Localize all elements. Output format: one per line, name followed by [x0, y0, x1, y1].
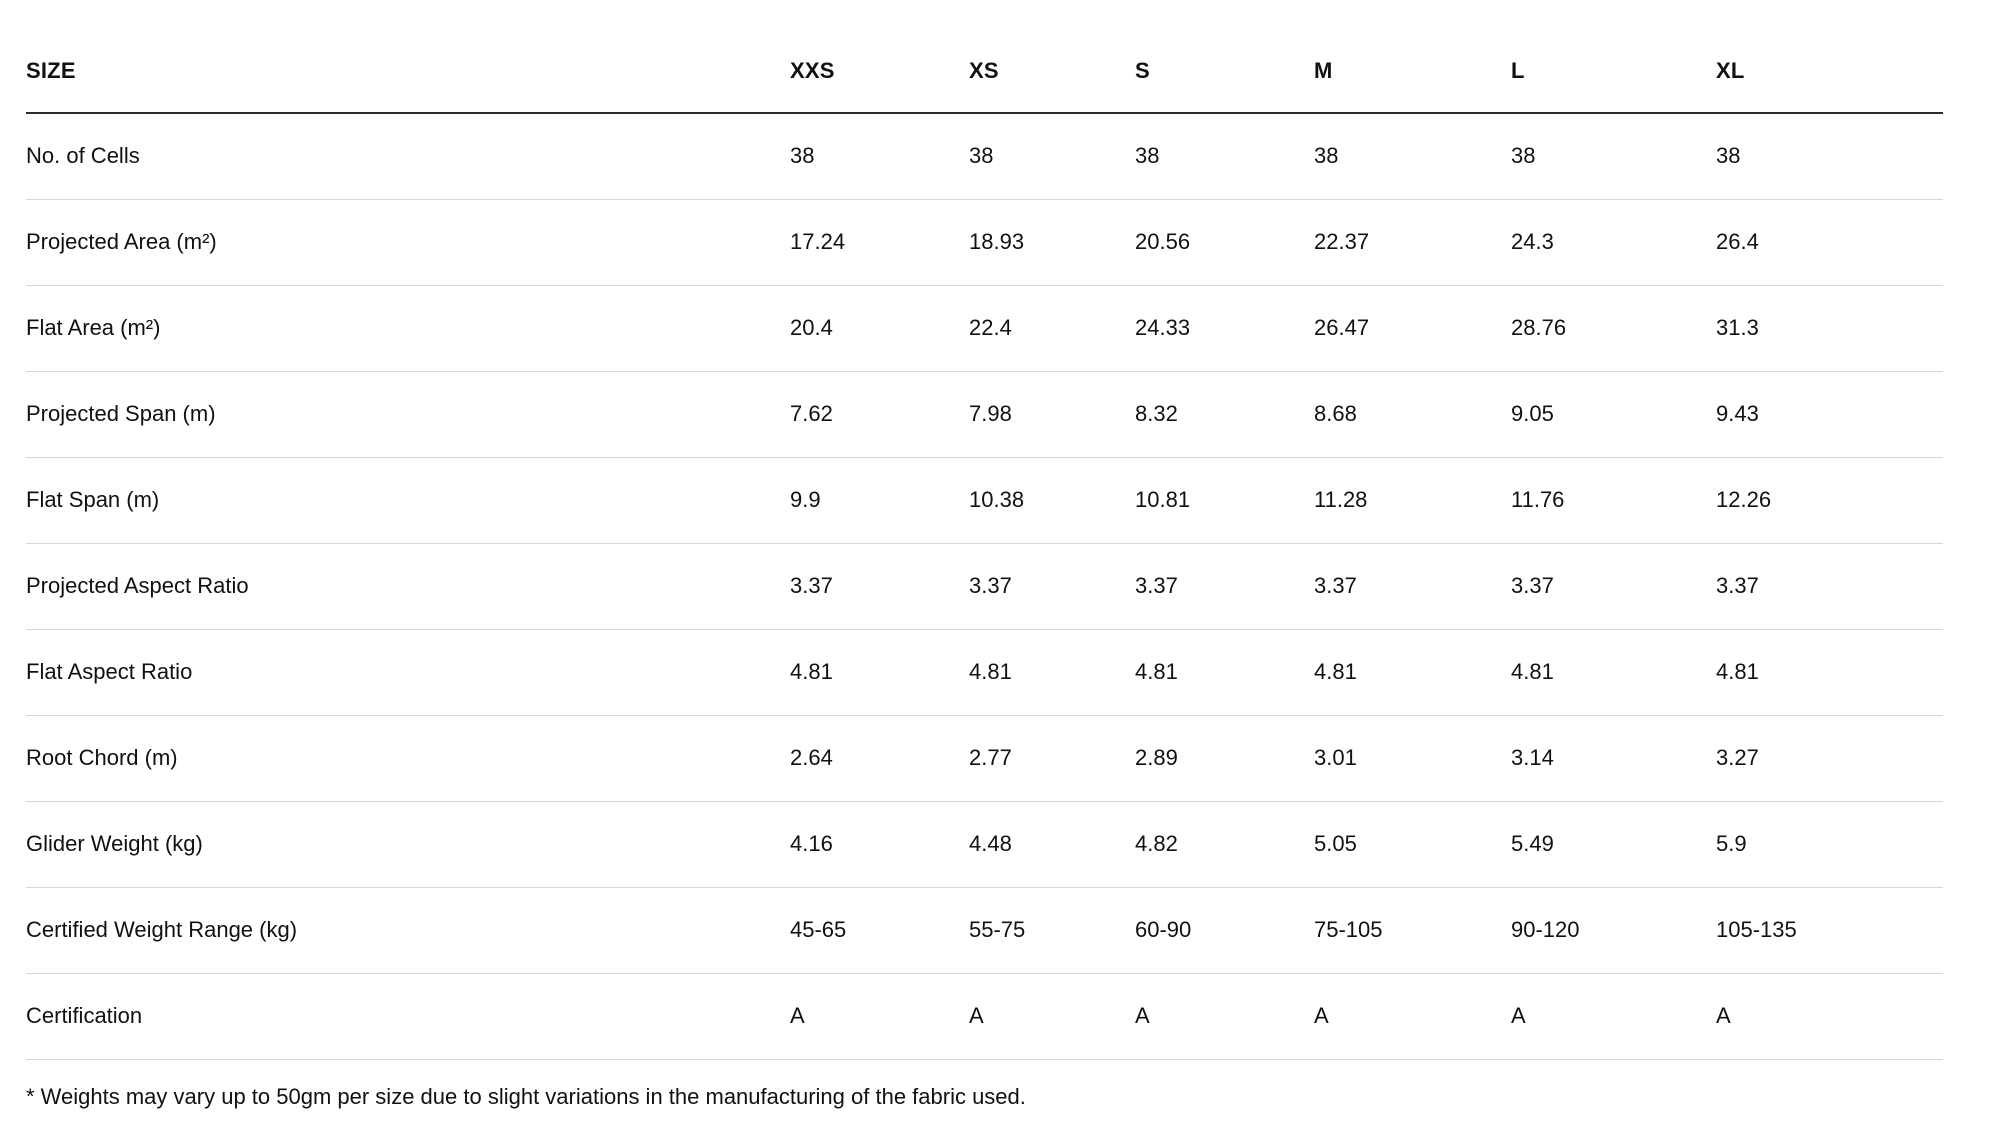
spec-value: 24.33 [1135, 285, 1314, 372]
spec-value: 38 [790, 113, 969, 200]
spec-value: 31.3 [1716, 285, 1943, 372]
size-spec-table: SIZE XXS XS S M L XL No. of Cells 38 38 … [26, 0, 1943, 1060]
spec-value: A [1716, 973, 1943, 1060]
spec-value: 4.81 [969, 629, 1135, 716]
spec-value: 2.89 [1135, 715, 1314, 802]
column-header-size: SIZE [26, 0, 790, 114]
spec-value: 12.26 [1716, 457, 1943, 544]
spec-value: 17.24 [790, 199, 969, 286]
table-row-projected-area: Projected Area (m²) 17.24 18.93 20.56 22… [26, 199, 1943, 286]
weights-footnote: * Weights may vary up to 50gm per size d… [26, 1084, 1026, 1109]
table-row-certification: Certification A A A A A A [26, 973, 1943, 1060]
spec-value: 2.77 [969, 715, 1135, 802]
spec-value: 26.47 [1314, 285, 1511, 372]
spec-value: A [969, 973, 1135, 1060]
spec-value: 3.14 [1511, 715, 1716, 802]
spec-value: A [1135, 973, 1314, 1060]
table-row-certified-weight-range: Certified Weight Range (kg) 45-65 55-75 … [26, 887, 1943, 974]
column-header-l: L [1511, 0, 1716, 114]
spec-value: 75-105 [1314, 887, 1511, 974]
spec-value: 7.62 [790, 371, 969, 458]
spec-value: 8.68 [1314, 371, 1511, 458]
spec-value: 105-135 [1716, 887, 1943, 974]
spec-value: A [790, 973, 969, 1060]
spec-value: 9.9 [790, 457, 969, 544]
spec-value: 4.81 [1135, 629, 1314, 716]
spec-value: 4.81 [1314, 629, 1511, 716]
spec-value: 38 [1511, 113, 1716, 200]
spec-value: 4.81 [1511, 629, 1716, 716]
spec-label: Flat Span (m) [26, 457, 790, 544]
spec-value: 24.3 [1511, 199, 1716, 286]
spec-value: 3.37 [1135, 543, 1314, 630]
table-row-glider-weight: Glider Weight (kg) 4.16 4.48 4.82 5.05 5… [26, 801, 1943, 888]
table-row-projected-aspect-ratio: Projected Aspect Ratio 3.37 3.37 3.37 3.… [26, 543, 1943, 630]
spec-value: 3.01 [1314, 715, 1511, 802]
spec-value: 45-65 [790, 887, 969, 974]
spec-value: 2.64 [790, 715, 969, 802]
spec-value: 3.27 [1716, 715, 1943, 802]
spec-label: Certification [26, 973, 790, 1060]
spec-label: Certified Weight Range (kg) [26, 887, 790, 974]
table-row-flat-aspect-ratio: Flat Aspect Ratio 4.81 4.81 4.81 4.81 4.… [26, 629, 1943, 716]
spec-value: 5.49 [1511, 801, 1716, 888]
header-row: SIZE XXS XS S M L XL [26, 0, 1943, 114]
spec-value: 28.76 [1511, 285, 1716, 372]
spec-label: Projected Span (m) [26, 371, 790, 458]
spec-value: 38 [1716, 113, 1943, 200]
spec-value: 4.16 [790, 801, 969, 888]
spec-value: 4.48 [969, 801, 1135, 888]
column-header-xs: XS [969, 0, 1135, 114]
spec-value: A [1314, 973, 1511, 1060]
spec-value: 8.32 [1135, 371, 1314, 458]
spec-value: 11.76 [1511, 457, 1716, 544]
spec-label: Projected Area (m²) [26, 199, 790, 286]
spec-value: 4.81 [790, 629, 969, 716]
spec-value: 10.38 [969, 457, 1135, 544]
spec-value: 90-120 [1511, 887, 1716, 974]
spec-value: 20.56 [1135, 199, 1314, 286]
spec-value: 22.4 [969, 285, 1135, 372]
spec-value: 26.4 [1716, 199, 1943, 286]
spec-value: 3.37 [1511, 543, 1716, 630]
spec-value: 55-75 [969, 887, 1135, 974]
table-row-flat-area: Flat Area (m²) 20.4 22.4 24.33 26.47 28.… [26, 285, 1943, 372]
spec-value: 3.37 [1314, 543, 1511, 630]
spec-label: Flat Area (m²) [26, 285, 790, 372]
table-row-projected-span: Projected Span (m) 7.62 7.98 8.32 8.68 9… [26, 371, 1943, 458]
spec-value: 7.98 [969, 371, 1135, 458]
spec-value: 10.81 [1135, 457, 1314, 544]
spec-value: 38 [1135, 113, 1314, 200]
column-header-m: M [1314, 0, 1511, 114]
spec-value: 38 [1314, 113, 1511, 200]
spec-label: Projected Aspect Ratio [26, 543, 790, 630]
spec-value: A [1511, 973, 1716, 1060]
table-row-root-chord: Root Chord (m) 2.64 2.77 2.89 3.01 3.14 … [26, 715, 1943, 802]
spec-value: 4.82 [1135, 801, 1314, 888]
table-row-flat-span: Flat Span (m) 9.9 10.38 10.81 11.28 11.7… [26, 457, 1943, 544]
spec-value: 60-90 [1135, 887, 1314, 974]
column-header-xl: XL [1716, 0, 1943, 114]
spec-value: 20.4 [790, 285, 969, 372]
spec-value: 3.37 [969, 543, 1135, 630]
spec-value: 3.37 [790, 543, 969, 630]
spec-value: 18.93 [969, 199, 1135, 286]
spec-value: 9.43 [1716, 371, 1943, 458]
column-header-xxs: XXS [790, 0, 969, 114]
spec-value: 5.05 [1314, 801, 1511, 888]
spec-label: Glider Weight (kg) [26, 801, 790, 888]
table-row-no-of-cells: No. of Cells 38 38 38 38 38 38 [26, 113, 1943, 200]
spec-value: 38 [969, 113, 1135, 200]
column-header-s: S [1135, 0, 1314, 114]
spec-value: 22.37 [1314, 199, 1511, 286]
spec-value: 3.37 [1716, 543, 1943, 630]
spec-value: 11.28 [1314, 457, 1511, 544]
spec-value: 5.9 [1716, 801, 1943, 888]
spec-label: No. of Cells [26, 113, 790, 200]
spec-label: Root Chord (m) [26, 715, 790, 802]
spec-label: Flat Aspect Ratio [26, 629, 790, 716]
spec-value: 9.05 [1511, 371, 1716, 458]
spec-value: 4.81 [1716, 629, 1943, 716]
